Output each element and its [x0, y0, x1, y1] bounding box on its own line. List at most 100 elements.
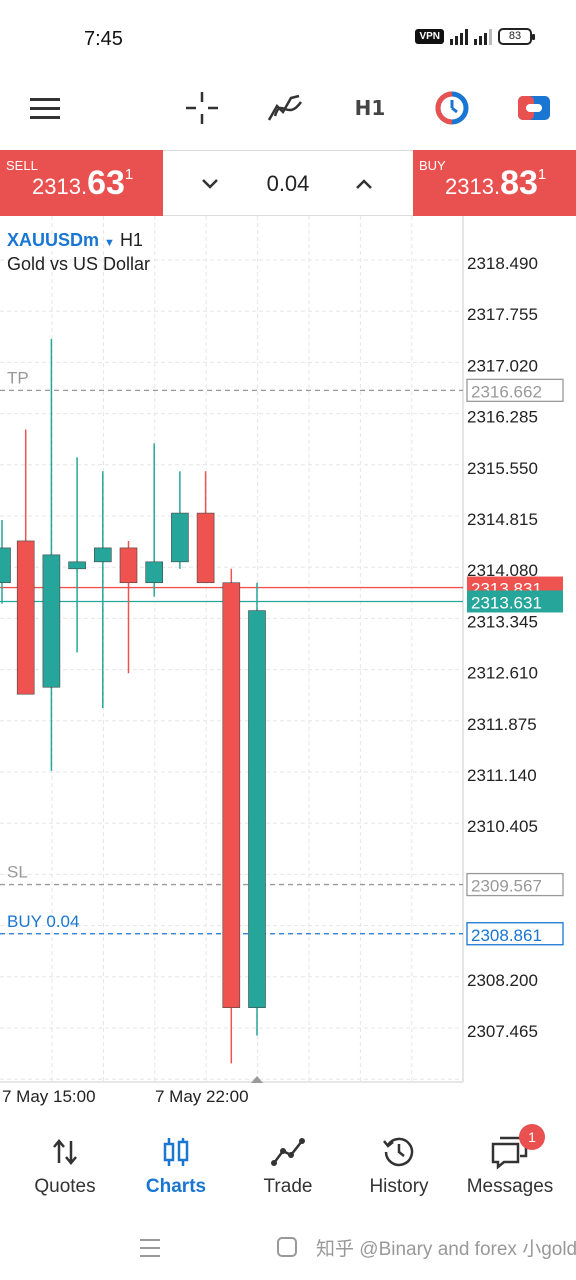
- y-tick-label: 2311.875: [467, 715, 537, 734]
- chart-x-labels: 7 May 15:00 7 May 22:00: [2, 1076, 263, 1106]
- crosshair-icon[interactable]: [184, 88, 220, 128]
- messages-badge: 1: [519, 1124, 545, 1150]
- sell-price: 2313.631: [32, 164, 133, 203]
- nav-history-label: History: [369, 1176, 429, 1197]
- buy-price-sup: 1: [537, 166, 547, 183]
- candle-body: [0, 547, 11, 584]
- nav-trade[interactable]: Trade: [233, 1132, 343, 1198]
- nav-charts[interactable]: Charts: [121, 1132, 231, 1198]
- bid-price: 2313.631: [471, 593, 542, 612]
- stop-loss-price-box: [466, 872, 564, 897]
- candle-body: [248, 610, 266, 1008]
- y-tick-label: 2317.755: [467, 305, 538, 324]
- candle-body: [145, 561, 163, 584]
- candle: [222, 568, 241, 1064]
- signal-icon-secondary: [474, 28, 492, 45]
- home-icon[interactable]: [276, 1236, 298, 1263]
- volume-increase-chevron-up-icon[interactable]: [349, 169, 379, 199]
- y-tick-label: 2315.550: [467, 459, 538, 478]
- candle: [196, 471, 215, 584]
- buy-button[interactable]: BUY 2313.831: [413, 150, 576, 216]
- trade-bar: SELL 2313.631 0.04 BUY 2313.831: [0, 150, 576, 216]
- entry-buy-price: 2308.861: [471, 926, 542, 945]
- y-tick-label: 2310.405: [467, 817, 538, 836]
- y-tick-label: 2312.610: [467, 664, 538, 683]
- buy-caption: BUY: [419, 158, 446, 173]
- y-tick-label: 2317.020: [467, 356, 538, 375]
- take-profit-price: 2316.662: [471, 382, 542, 401]
- symbol-description: Gold vs US Dollar: [7, 254, 151, 274]
- candle: [145, 443, 163, 597]
- history-clock-icon: [344, 1132, 454, 1172]
- candle-body: [171, 512, 189, 563]
- candle: [94, 471, 112, 709]
- take-profit-label: TP: [7, 368, 29, 387]
- symbol-timeframe: H1: [119, 230, 143, 250]
- nav-history[interactable]: History: [344, 1132, 454, 1198]
- stop-loss-label: SL: [7, 863, 28, 882]
- candle-body: [68, 561, 86, 570]
- candle-body: [119, 547, 138, 584]
- candle: [16, 429, 35, 695]
- y-tick-label: 2307.465: [467, 1022, 538, 1041]
- chart-symbol[interactable]: XAUUSDm ▼ H1: [7, 230, 143, 251]
- current-bar-marker: [251, 1076, 263, 1083]
- buy-price-big: 83: [500, 164, 538, 202]
- indicators-icon[interactable]: [266, 88, 304, 128]
- entry-buy-label: BUY 0.04: [7, 912, 79, 931]
- take-profit-price-box: [466, 378, 564, 402]
- chart-candles: [0, 338, 266, 1064]
- sell-price-main: 2313.: [32, 174, 88, 199]
- bid-price-box: [467, 590, 563, 613]
- candle-body: [222, 582, 241, 1008]
- quotes-arrows-icon: [10, 1132, 120, 1172]
- recent-apps-icon[interactable]: [138, 1236, 162, 1265]
- nav-trade-label: Trade: [263, 1176, 313, 1197]
- watermark-text: 知乎 @Binary and forex 小gold: [316, 1239, 576, 1260]
- candle: [248, 582, 266, 1036]
- y-tick-label: 2314.080: [467, 561, 538, 580]
- candle: [171, 471, 189, 569]
- messages-chat-icon: 1: [455, 1124, 565, 1172]
- sell-caption: SELL: [6, 158, 38, 173]
- sell-price-sup: 1: [124, 166, 134, 183]
- price-chart[interactable]: 2318.490 2317.755 2317.020 2316.285 2315.550…: [0, 216, 576, 1110]
- signal-icon: [450, 28, 468, 45]
- symbol-name: XAUUSDm: [7, 230, 100, 250]
- candle: [68, 457, 86, 653]
- trade-line-icon: [233, 1132, 343, 1172]
- y-tick-label: 2318.490: [467, 254, 538, 273]
- vpn-icon: VPN: [415, 29, 444, 44]
- y-tick-label: 2313.345: [467, 612, 538, 631]
- nav-quotes[interactable]: Quotes: [10, 1132, 120, 1198]
- chart-price-labels: TP 2316.662 SL 2309.567 BUY 0.04 2308.861 2313…: [7, 368, 564, 946]
- charts-candles-icon: [121, 1132, 231, 1172]
- nav-messages-label: Messages: [466, 1176, 554, 1197]
- volume-value[interactable]: 0.04: [266, 171, 310, 196]
- menu-icon[interactable]: [28, 88, 62, 128]
- one-click-trading-icon[interactable]: [434, 88, 470, 128]
- x-axis-label: 7 May 15:00: [2, 1087, 96, 1106]
- x-axis-label: 7 May 22:00: [155, 1087, 249, 1106]
- status-icons: VPN 83: [415, 28, 535, 45]
- candle-body: [196, 512, 215, 584]
- timeframe-button[interactable]: H1: [354, 96, 386, 120]
- volume-control: 0.04: [163, 150, 413, 216]
- buy-price-main: 2313.: [445, 174, 501, 199]
- buy-price: 2313.831: [445, 164, 546, 203]
- bottom-navigation: Quotes Charts Trade History 1 Messages: [0, 1110, 576, 1220]
- stop-loss-price: 2309.567: [471, 877, 542, 896]
- status-bar: 7:45 VPN 83: [0, 0, 576, 72]
- y-tick-label: 2314.815: [467, 510, 538, 529]
- sell-price-big: 63: [87, 164, 125, 202]
- candle: [119, 540, 138, 674]
- nav-messages[interactable]: 1 Messages: [455, 1124, 565, 1198]
- sell-button[interactable]: SELL 2313.631: [0, 150, 163, 216]
- volume-decrease-chevron-down-icon[interactable]: [195, 169, 225, 199]
- entry-buy-price-box: [466, 922, 564, 946]
- chart-canvas[interactable]: 2318.490 2317.755 2317.020 2316.285 2315.550…: [0, 216, 576, 1110]
- trade-ticket-icon[interactable]: [516, 88, 552, 128]
- battery-icon: 83: [498, 28, 535, 45]
- nav-charts-label: Charts: [145, 1176, 207, 1197]
- nav-quotes-label: Quotes: [34, 1176, 96, 1197]
